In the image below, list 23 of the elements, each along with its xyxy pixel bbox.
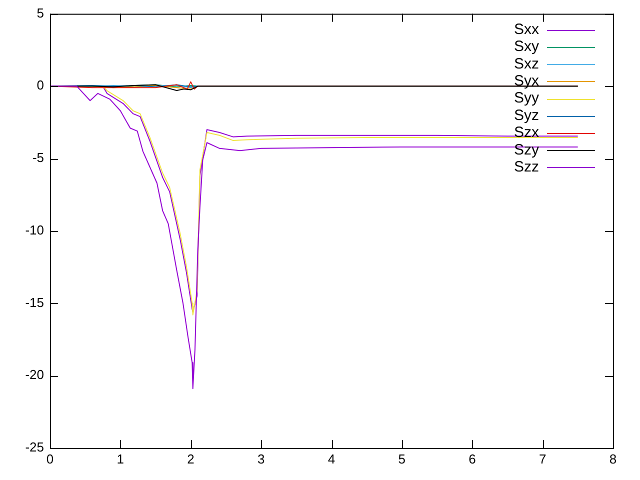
legend-label: Syx — [514, 72, 540, 90]
legend-label: Sxz — [514, 55, 539, 72]
legend-label: Syz — [514, 106, 539, 124]
x-tick-label: 1 — [116, 451, 124, 466]
y-tick-label: -15 — [25, 294, 44, 310]
y-tick-label: 5 — [36, 5, 44, 20]
y-tick-label: -25 — [25, 440, 44, 455]
x-tick-label: 5 — [398, 451, 406, 466]
x-tick-label: 4 — [328, 451, 336, 466]
legend-label: Syy — [514, 90, 540, 107]
y-tick-label: -10 — [25, 222, 44, 238]
y-tick-label: 0 — [36, 78, 44, 93]
y-tick-label: -20 — [25, 367, 44, 382]
y-tick-label: -5 — [32, 150, 44, 166]
legend-label: Szz — [514, 158, 539, 176]
legend-label: Sxx — [514, 20, 540, 38]
x-tick-label: 3 — [258, 451, 265, 466]
x-tick-label: 7 — [539, 451, 546, 466]
x-tick-label: 0 — [46, 451, 54, 466]
x-tick-label: 6 — [468, 451, 476, 466]
x-tick-label: 8 — [609, 451, 617, 466]
x-tick-label: 2 — [187, 451, 194, 466]
legend-label: Sxy — [514, 38, 540, 56]
